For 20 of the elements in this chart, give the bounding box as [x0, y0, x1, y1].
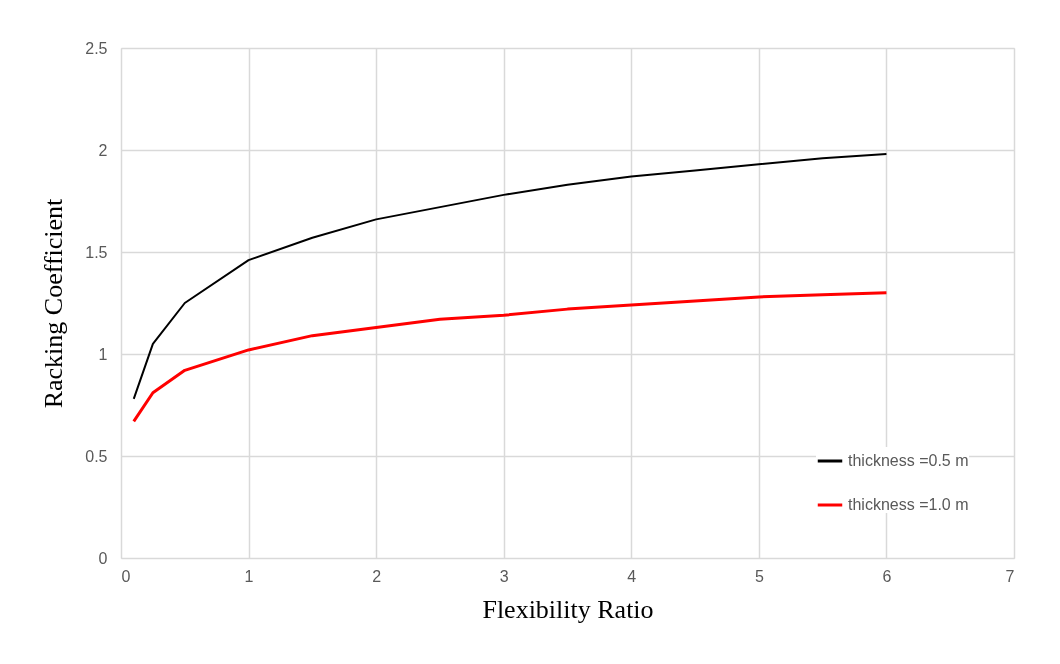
x-tick-label: 0 — [121, 567, 131, 585]
y-tick-label: 1.5 — [85, 243, 108, 261]
line-series — [132, 291, 888, 423]
y-tick-label: 2.5 — [85, 39, 108, 57]
x-tick-label: 3 — [499, 567, 509, 585]
x-axis-title: Flexibility Ratio — [482, 594, 654, 624]
y-tick-label: 1 — [98, 345, 108, 363]
y-tick-label: 0.5 — [85, 447, 108, 465]
x-tick-label: 5 — [754, 567, 764, 585]
line-series — [132, 153, 888, 400]
x-tick-label: 6 — [882, 567, 892, 585]
x-tick-label: 4 — [627, 567, 637, 585]
x-tick-label: 2 — [372, 567, 382, 585]
y-axis-title: Racking Coefficient — [39, 197, 69, 409]
legend-label: thickness =0.5 m — [848, 452, 969, 469]
x-tick-label: 1 — [244, 567, 254, 585]
y-tick-label: 2 — [98, 141, 108, 159]
legend-label: thickness =1.0 m — [848, 496, 969, 513]
x-tick-label: 7 — [1005, 567, 1015, 585]
y-tick-label: 0 — [98, 549, 108, 567]
